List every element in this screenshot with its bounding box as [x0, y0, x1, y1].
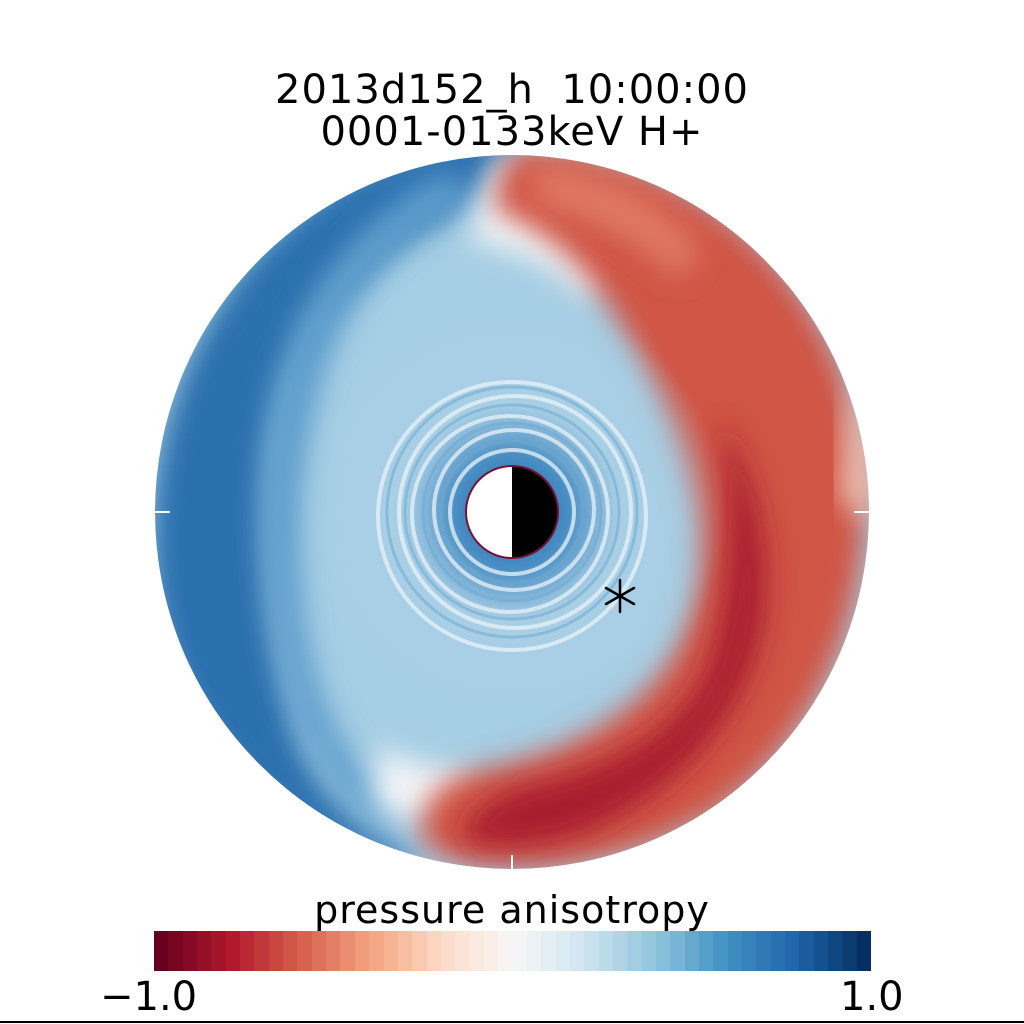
colorbar-segment	[197, 931, 212, 971]
plot-subtitle: 0001-0133keV H+	[320, 109, 704, 155]
colorbar-segment	[440, 931, 456, 971]
colorbar-segment	[613, 931, 628, 971]
colorbar-segment	[742, 931, 757, 971]
colorbar-segment	[512, 931, 527, 971]
colorbar-min-label: −1.0	[100, 974, 198, 1020]
colorbar-segment	[412, 931, 427, 971]
asterisk-marker-icon	[604, 578, 636, 614]
colorbar-segment	[154, 931, 169, 971]
colorbar-segment	[555, 931, 570, 971]
colorbar-segment	[541, 931, 556, 971]
colorbar-segment	[498, 931, 513, 971]
colorbar-segment	[326, 931, 341, 971]
colorbar-segment	[756, 931, 771, 971]
colorbar-segment	[699, 931, 714, 971]
colorbar	[154, 931, 872, 971]
colorbar-segment	[225, 931, 241, 971]
colorbar-segment	[770, 931, 786, 971]
colorbar-segment	[354, 931, 370, 971]
bottom-axis-line	[0, 1021, 1024, 1023]
colorbar-segment	[713, 931, 728, 971]
colorbar-max-label: 1.0	[840, 974, 904, 1020]
colorbar-segment	[727, 931, 743, 971]
colorbar-segment	[684, 931, 700, 971]
colorbar-segment	[483, 931, 499, 971]
colorbar-segment	[240, 931, 255, 971]
colorbar-segment	[842, 931, 857, 971]
colorbar-segment	[311, 931, 327, 971]
colorbar-segment	[340, 931, 355, 971]
ripple-rings	[376, 380, 648, 652]
colorbar-segment	[397, 931, 413, 971]
colorbar-segment	[598, 931, 613, 971]
colorbar-segment	[641, 931, 657, 971]
colorbar-segment	[799, 931, 814, 971]
colorbar-segment	[828, 931, 843, 971]
colorbar-segment	[785, 931, 800, 971]
colorbar-segment	[526, 931, 542, 971]
colorbar-segment	[426, 931, 441, 971]
colorbar-segment	[656, 931, 671, 971]
colorbar-segment	[455, 931, 470, 971]
colorbar-segment	[813, 931, 829, 971]
colorbar-segment	[254, 931, 269, 971]
colorbar-segment	[627, 931, 642, 971]
colorbar-segment	[268, 931, 284, 971]
colorbar-segment	[469, 931, 484, 971]
colorbar-segment	[168, 931, 183, 971]
half-lit-earth-icon	[465, 465, 559, 559]
colorbar-segment	[182, 931, 198, 971]
colorbar-segment	[383, 931, 398, 971]
plot-title: 2013d152_h 10:00:00	[275, 67, 749, 113]
colorbar-segment	[584, 931, 599, 971]
colorbar-segment	[283, 931, 298, 971]
colorbar-label: pressure anisotropy	[314, 888, 710, 932]
colorbar-segment	[856, 931, 872, 971]
colorbar-segment	[297, 931, 312, 971]
colorbar-segment	[211, 931, 226, 971]
colorbar-segment	[569, 931, 585, 971]
colorbar-segment	[670, 931, 685, 971]
colorbar-segment	[369, 931, 384, 971]
